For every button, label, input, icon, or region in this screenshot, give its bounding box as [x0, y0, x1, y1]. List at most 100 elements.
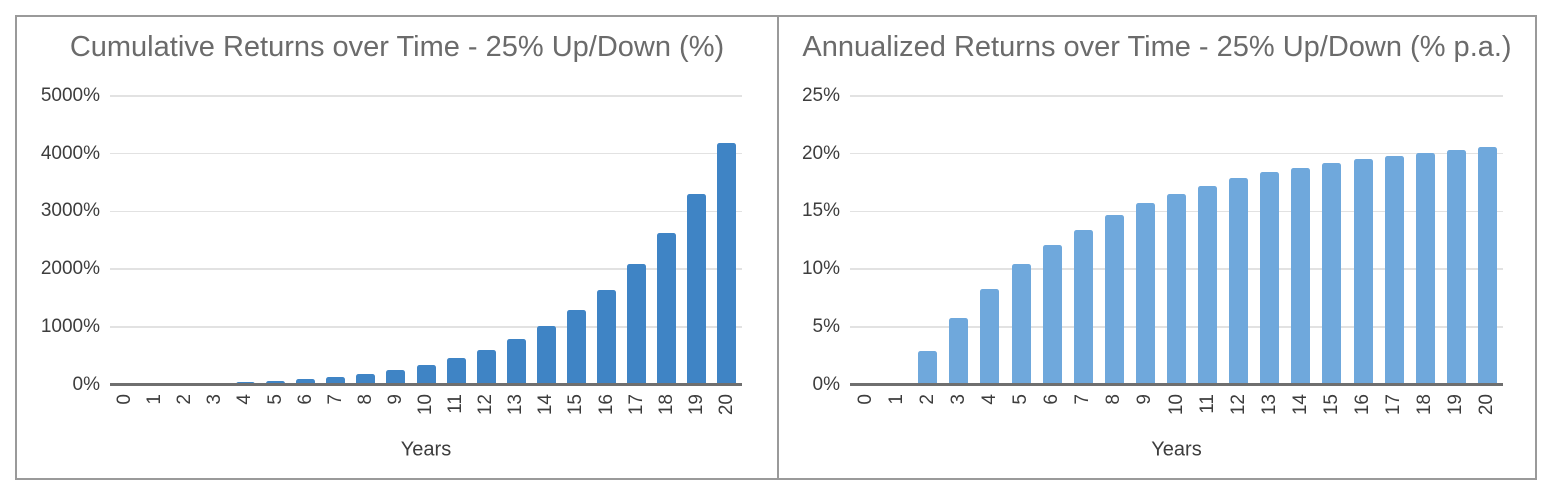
x-tick-label: 15: [1320, 394, 1342, 416]
bar-year-18: [1415, 152, 1435, 386]
bar-year-8: [356, 373, 376, 386]
bar-year-7: [326, 376, 346, 386]
y-tick-label: 10%: [801, 258, 840, 280]
x-axis-line: [110, 383, 742, 386]
y-tick-label: 4000%: [40, 142, 100, 164]
bar-year-16: [597, 289, 617, 386]
x-tick-label: 5: [264, 394, 286, 405]
bar-year-20: [717, 142, 737, 386]
x-tick-label: 10: [1165, 394, 1187, 416]
x-tick-label: 12: [1227, 394, 1249, 416]
x-tick-label: 0: [854, 394, 876, 405]
bar-year-18: [657, 232, 677, 386]
bar-year-9: [1135, 203, 1155, 386]
gridline: [110, 210, 742, 213]
x-tick-label: 5: [1010, 394, 1032, 405]
bar-year-10: [416, 364, 436, 386]
y-tick-label: 0%: [812, 373, 840, 395]
x-tick-label: 18: [1414, 394, 1436, 416]
charts-board: Cumulative Returns over Time - 25% Up/Do…: [15, 15, 1537, 480]
x-tick-label: 1: [885, 394, 907, 405]
y-tick-label: 20%: [801, 142, 840, 164]
x-axis-line: [850, 383, 1503, 386]
x-axis-title: Years: [1151, 438, 1202, 461]
x-tick-label: 0: [114, 394, 136, 405]
y-tick-label: 2000%: [40, 258, 100, 280]
x-tick-label: 17: [1383, 394, 1405, 416]
gridline: [850, 152, 1503, 155]
bar-year-5: [1011, 264, 1031, 386]
bar-year-7: [1073, 229, 1093, 386]
x-tick-label: 3: [204, 394, 226, 405]
gridline: [110, 95, 742, 97]
bar-year-14: [1291, 167, 1311, 386]
x-tick-label: 13: [505, 394, 527, 416]
bar-year-12: [1229, 177, 1249, 386]
x-axis-title: Years: [400, 438, 452, 461]
x-tick-label: 1: [144, 394, 166, 405]
x-tick-label: 2: [916, 394, 938, 405]
x-tick-label: 20: [715, 394, 737, 416]
x-tick-label: 13: [1258, 394, 1280, 416]
y-tick-label: 15%: [801, 200, 840, 222]
chart-title: Annualized Returns over Time - 25% Up/Do…: [802, 31, 1512, 63]
x-tick-label: 11: [445, 394, 467, 414]
bar-year-17: [627, 263, 647, 386]
y-tick-label: 3000%: [40, 200, 100, 222]
x-tick-label: 9: [384, 394, 406, 405]
x-tick-label: 19: [1445, 394, 1467, 416]
bar-year-16: [1353, 159, 1373, 386]
bar-year-11: [1198, 186, 1218, 386]
x-tick-label: 16: [595, 394, 617, 416]
bar-year-2: [918, 351, 938, 386]
x-tick-label: 7: [1072, 394, 1094, 405]
x-tick-label: 8: [1103, 394, 1125, 405]
bar-year-14: [536, 326, 556, 386]
bar-year-15: [566, 309, 586, 386]
x-tick-label: 14: [535, 394, 557, 416]
gridline: [110, 152, 742, 155]
bar-year-17: [1384, 156, 1404, 386]
bar-year-10: [1167, 194, 1186, 386]
x-tick-label: 17: [625, 394, 647, 416]
x-tick-label: 11: [1196, 394, 1218, 414]
x-tick-label: 12: [475, 394, 497, 416]
bar-year-13: [506, 339, 526, 386]
bar-year-4: [980, 288, 1000, 386]
panel-divider: [777, 17, 779, 478]
bar-year-13: [1260, 172, 1280, 386]
bar-year-19: [687, 193, 707, 386]
x-tick-label: 6: [1041, 394, 1063, 405]
x-tick-label: 14: [1289, 394, 1311, 416]
x-tick-label: 4: [978, 394, 1000, 405]
x-tick-label: 3: [947, 394, 969, 405]
x-tick-label: 9: [1134, 394, 1156, 405]
bar-year-15: [1322, 162, 1342, 386]
y-tick-label: 5000%: [40, 85, 100, 106]
x-tick-label: 10: [415, 394, 436, 416]
bar-year-9: [386, 369, 406, 386]
x-tick-label: 20: [1476, 394, 1498, 416]
gridline: [110, 326, 742, 328]
bar-year-8: [1104, 214, 1124, 386]
y-tick-label: 5%: [812, 315, 840, 337]
gridline: [110, 268, 742, 270]
x-tick-label: 7: [324, 394, 346, 405]
x-tick-label: 16: [1352, 394, 1374, 416]
bar-year-11: [446, 357, 466, 386]
y-tick-label: 1000%: [40, 315, 100, 337]
gridline: [850, 95, 1503, 97]
x-tick-label: 4: [234, 394, 256, 405]
x-tick-label: 6: [294, 394, 316, 405]
x-tick-label: 15: [565, 394, 587, 416]
x-tick-label: 2: [174, 394, 196, 405]
chart-title: Cumulative Returns over Time - 25% Up/Do…: [69, 31, 725, 63]
x-tick-label: 8: [354, 394, 376, 405]
chart-panel-cumulative-returns: Cumulative Returns over Time - 25% Up/Do…: [17, 17, 777, 478]
y-tick-label: 25%: [801, 85, 840, 106]
x-tick-label: 18: [655, 394, 677, 416]
bar-year-20: [1477, 146, 1497, 386]
bar-year-6: [296, 379, 316, 386]
bar-year-12: [476, 349, 496, 386]
bar-year-6: [1042, 244, 1062, 386]
